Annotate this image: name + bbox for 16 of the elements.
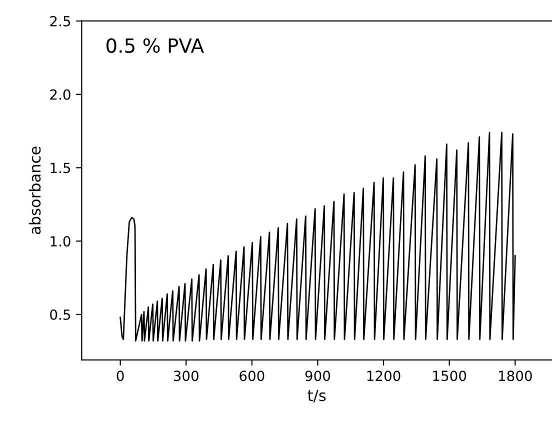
- x-tick-label: 900: [305, 370, 330, 382]
- y-tick-label: 1.0: [50, 236, 70, 247]
- x-tick-label: 1800: [499, 370, 532, 382]
- annotation: 0.5 % PVA: [106, 38, 204, 53]
- line-series: [120, 132, 516, 342]
- y-axis-title: absorbance: [28, 146, 41, 234]
- y-tick-label: 2.0: [50, 89, 70, 100]
- x-tick-label: 1200: [367, 370, 400, 382]
- x-tick-label: 300: [174, 370, 198, 382]
- x-tick-label: 1500: [433, 370, 466, 382]
- y-tick-label: 2.5: [50, 16, 70, 26]
- y-tick-label: 1.5: [50, 162, 70, 174]
- x-tick-label: 0: [116, 370, 124, 382]
- y-tick-label: 0.5: [50, 309, 70, 320]
- x-tick-label: 600: [240, 370, 264, 382]
- x-axis-title: t/s: [308, 390, 326, 402]
